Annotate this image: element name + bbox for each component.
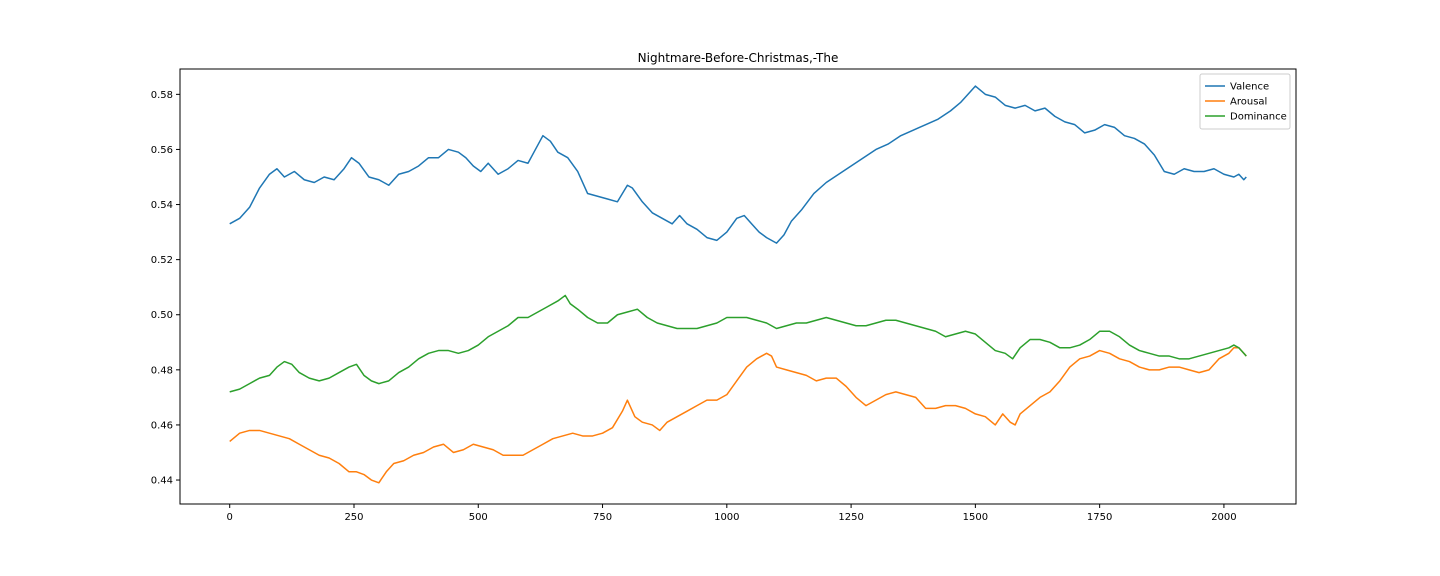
y-tick-label: 0.44 bbox=[151, 476, 173, 487]
y-tick-label: 0.54 bbox=[151, 200, 173, 211]
x-tick-label: 0 bbox=[227, 512, 233, 523]
y-tick-label: 0.46 bbox=[151, 420, 173, 431]
x-tick-label: 1000 bbox=[714, 512, 739, 523]
y-tick-label: 0.48 bbox=[151, 365, 173, 376]
x-tick-label: 500 bbox=[469, 512, 488, 523]
series-line-valence bbox=[229, 85, 1247, 244]
y-tick-label: 0.58 bbox=[151, 90, 173, 101]
y-axis: 0.44 0.46 0.48 0.50 0.52 0.54 0.56 0.58 bbox=[151, 90, 180, 487]
legend: Valence Arousal Dominance bbox=[1199, 73, 1291, 130]
x-tick-label: 1250 bbox=[838, 512, 863, 523]
y-tick-label: 0.56 bbox=[151, 145, 173, 156]
legend-label-arousal: Arousal bbox=[1230, 97, 1267, 108]
y-tick-label: 0.50 bbox=[151, 310, 173, 321]
x-axis: 0 250 500 750 1000 1250 1500 1750 2000 bbox=[227, 504, 1237, 523]
x-tick-label: 2000 bbox=[1211, 512, 1236, 523]
y-tick-label: 0.52 bbox=[151, 255, 173, 266]
x-tick-label: 750 bbox=[593, 512, 612, 523]
x-tick-label: 1750 bbox=[1087, 512, 1112, 523]
x-tick-label: 1500 bbox=[963, 512, 988, 523]
x-tick-label: 250 bbox=[344, 512, 363, 523]
series-line-arousal bbox=[229, 347, 1247, 484]
series-line-dominance bbox=[229, 294, 1247, 393]
series-layer bbox=[229, 85, 1247, 484]
plot-frame bbox=[179, 68, 1297, 505]
legend-label-dominance: Dominance bbox=[1230, 112, 1287, 123]
chart-title: Nightmare-Before-Christmas,-The bbox=[638, 51, 839, 65]
legend-label-valence: Valence bbox=[1230, 82, 1269, 93]
